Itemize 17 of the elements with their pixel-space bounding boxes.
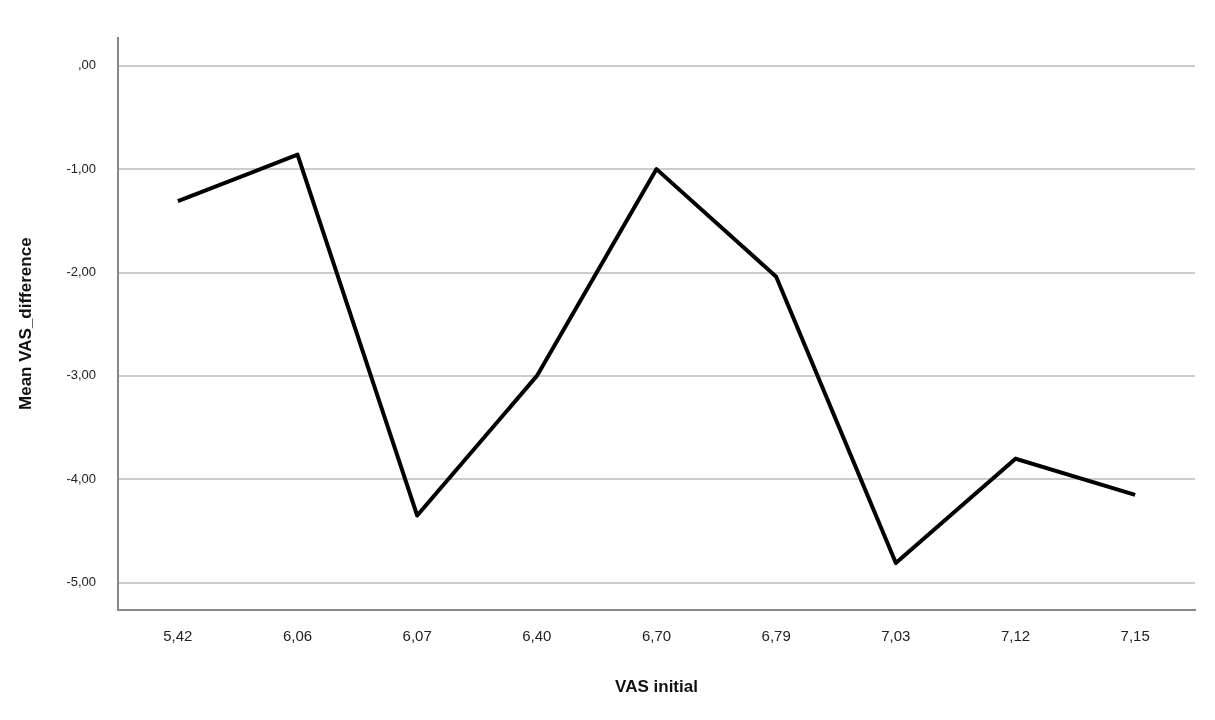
x-tick-label: 6,40 [522,626,552,644]
x-tick-label: 7,15 [1120,626,1150,644]
y-tick-label: ,00 [77,57,97,73]
x-tick-label: 7,12 [1000,626,1031,644]
x-tick-label: 7,03 [881,626,911,644]
y-tick-label: -4,00 [66,470,97,486]
y-axis-title: Mean VAS_difference [15,237,35,410]
y-tick-label: -2,00 [66,264,97,280]
x-tick-label: 6,07 [402,626,432,644]
x-tick-label: 6,79 [761,626,791,644]
x-tick-label: 6,70 [641,626,672,644]
x-tick-label: 5,42 [163,626,193,644]
y-tick-label: -5,00 [66,574,97,590]
x-axis-title: VAS initial [615,677,698,697]
y-tick-label: -1,00 [66,160,97,176]
y-tick-label: -3,00 [66,367,97,383]
x-tick-label: 6,06 [282,626,313,644]
